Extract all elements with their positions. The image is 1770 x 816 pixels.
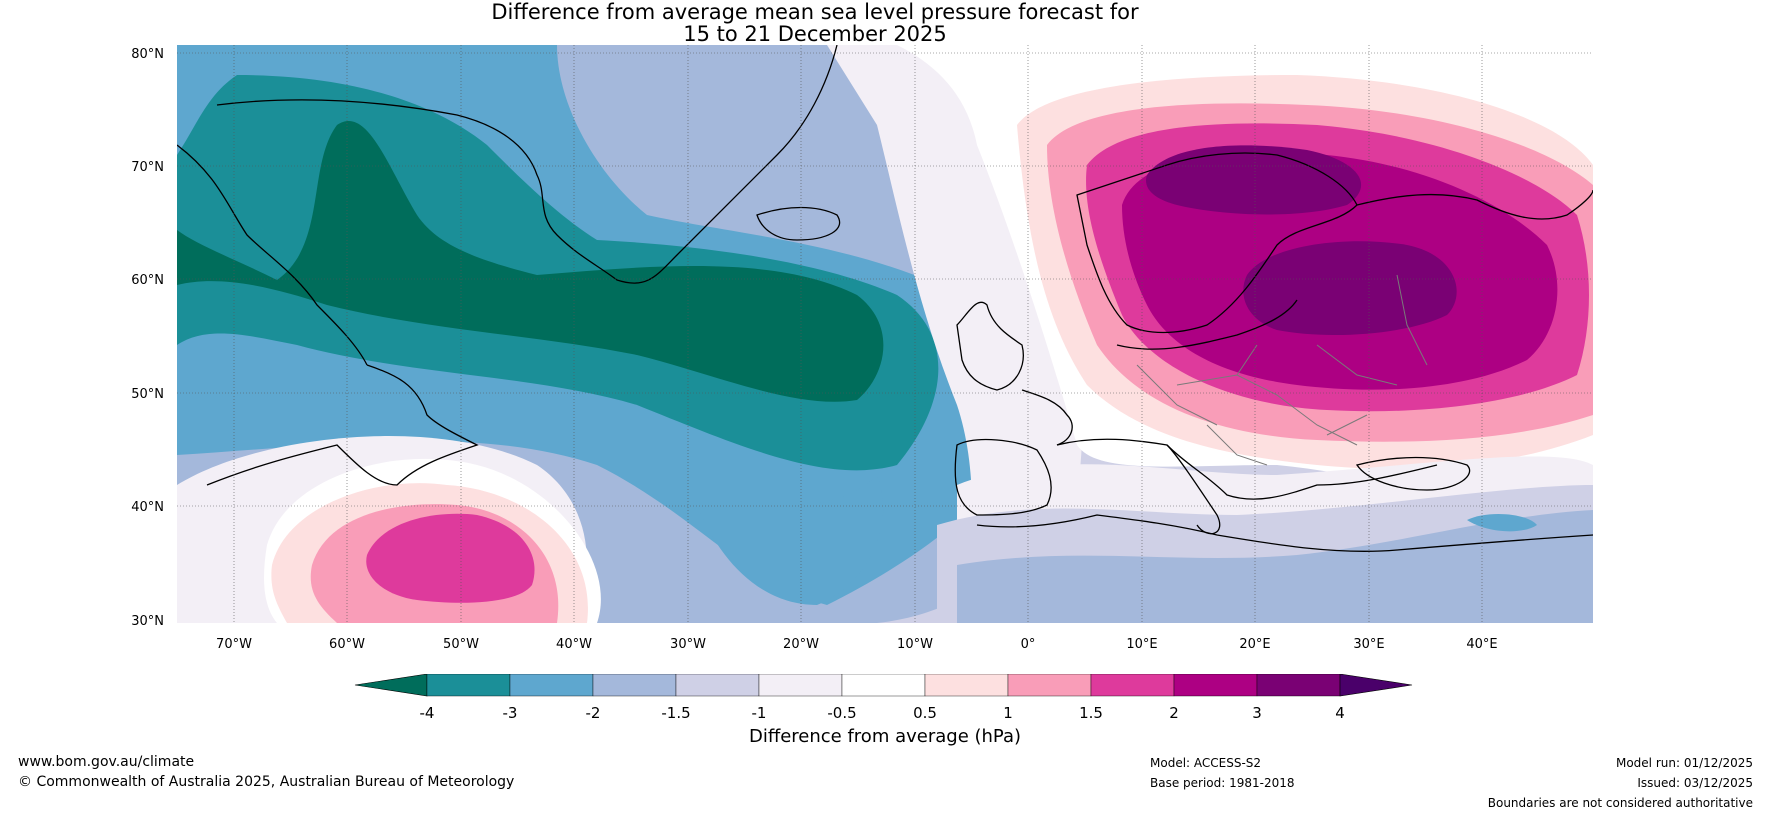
- lon-label-20e: 20°E: [1239, 637, 1271, 652]
- footer-disclaimer: Boundaries are not considered authoritat…: [1487, 796, 1753, 810]
- colorbar-tick-label: -3: [502, 704, 518, 722]
- russian-arctic-coast: [1356, 189, 1593, 220]
- colorbar-segment-5: [758, 674, 843, 697]
- colorbar-segment-3: [592, 674, 677, 697]
- iberia-coast: [954, 438, 1052, 516]
- colorbar-segments: [354, 674, 1413, 697]
- lon-label-60w: 60°W: [329, 637, 365, 652]
- colorbar-tick-label: -2: [585, 704, 601, 722]
- anomaly-band-minus-1-5-south-east: [957, 510, 1593, 623]
- lat-label-50n: 50°N: [131, 387, 164, 402]
- colorbar-tick-label: -1.5: [661, 704, 691, 722]
- colorbar-segment-11: [1256, 674, 1341, 697]
- colorbar-tick-label: 4: [1335, 704, 1345, 722]
- colorbar-segment-4: [675, 674, 760, 697]
- anomaly-band-plus-4-core: [1243, 241, 1457, 335]
- border-lines: [1136, 274, 1428, 466]
- labrador-coast: [206, 364, 479, 486]
- black-sea-coast: [1355, 456, 1471, 491]
- lon-label-30w: 30°W: [670, 637, 706, 652]
- footer-issued: Issued: 03/12/2025: [1637, 776, 1753, 790]
- colorbar-tick-label: -0.5: [827, 704, 857, 722]
- france-coast: [1021, 389, 1073, 446]
- country-borders: [1136, 274, 1428, 466]
- footer-model: Model: ACCESS-S2: [1150, 756, 1262, 770]
- footer-base-period: Base period: 1981-2018: [1150, 776, 1295, 790]
- scandinavia-coast: [1076, 152, 1358, 334]
- lon-label-40e: 40°E: [1466, 637, 1498, 652]
- lon-label-30e: 30°E: [1353, 637, 1385, 652]
- colorbar-extend-high: [1339, 674, 1413, 697]
- map-title-line1: Difference from average mean sea level p…: [491, 0, 1139, 24]
- colorbar-segment-6: [841, 674, 926, 697]
- colorbar-segment-1: [426, 674, 511, 697]
- footer-copyright: © Commonwealth of Australia 2025, Austra…: [18, 774, 515, 790]
- iceland-coast: [756, 206, 841, 241]
- north-africa-coast: [976, 514, 1593, 552]
- footer-url[interactable]: www.bom.gov.au/climate: [18, 754, 195, 770]
- lat-label-70n: 70°N: [131, 160, 164, 175]
- colorbar-segment-9: [1090, 674, 1175, 697]
- colorbar-extend-low: [354, 674, 428, 697]
- colorbar-tick-label: 2: [1169, 704, 1179, 722]
- lon-label-10w: 10°W: [897, 637, 933, 652]
- lon-label-40w: 40°W: [556, 637, 592, 652]
- colorbar-tick-label: -4: [419, 704, 435, 722]
- colorbar-label: Difference from average (hPa): [748, 726, 1022, 747]
- colorbar-tick-label: 1: [1003, 704, 1013, 722]
- lat-label-60n: 60°N: [131, 273, 164, 288]
- lat-label-80n: 80°N: [131, 47, 164, 62]
- greenland-coast: [216, 45, 838, 284]
- lon-label-10e: 10°E: [1126, 637, 1158, 652]
- baffin-coast: [177, 144, 368, 366]
- lat-label-30n: 30°N: [131, 614, 164, 629]
- colorbar-segment-10: [1173, 674, 1258, 697]
- colorbar-tick-label: 0.5: [913, 704, 937, 722]
- lon-label-20w: 20°W: [783, 637, 819, 652]
- colorbar-segment-8: [1007, 674, 1092, 697]
- colorbar-segment-2: [509, 674, 594, 697]
- british-isles-coast: [956, 301, 1024, 391]
- anomaly-band-minus-2-south-east: [1467, 513, 1537, 532]
- anomaly-band-minus-4: [177, 121, 884, 402]
- mediterranean-north-coast: [1056, 438, 1438, 500]
- baltic-coast: [1116, 299, 1298, 350]
- colorbar: [354, 674, 1413, 697]
- pressure-anomaly-map: [177, 45, 1593, 623]
- colorbar-tick-label: -1: [751, 704, 767, 722]
- colorbar-segment-7: [924, 674, 1009, 697]
- anomaly-band-plus-4-north: [1146, 145, 1362, 215]
- anomaly-band-minus-2-south: [697, 475, 884, 605]
- coastlines: [177, 45, 1593, 552]
- lon-label-0: 0°: [1020, 637, 1036, 652]
- colorbar-tick-label: 3: [1252, 704, 1262, 722]
- colorbar-tick-label: 1.5: [1079, 704, 1103, 722]
- lat-label-40n: 40°N: [131, 500, 164, 515]
- lon-label-50w: 50°W: [443, 637, 479, 652]
- footer-model-run: Model run: 01/12/2025: [1615, 756, 1753, 770]
- map-title-line2: 15 to 21 December 2025: [683, 22, 947, 46]
- anomaly-band-subtropical-plus-2: [366, 513, 535, 603]
- graticule: [177, 45, 1593, 623]
- lon-label-70w: 70°W: [216, 637, 252, 652]
